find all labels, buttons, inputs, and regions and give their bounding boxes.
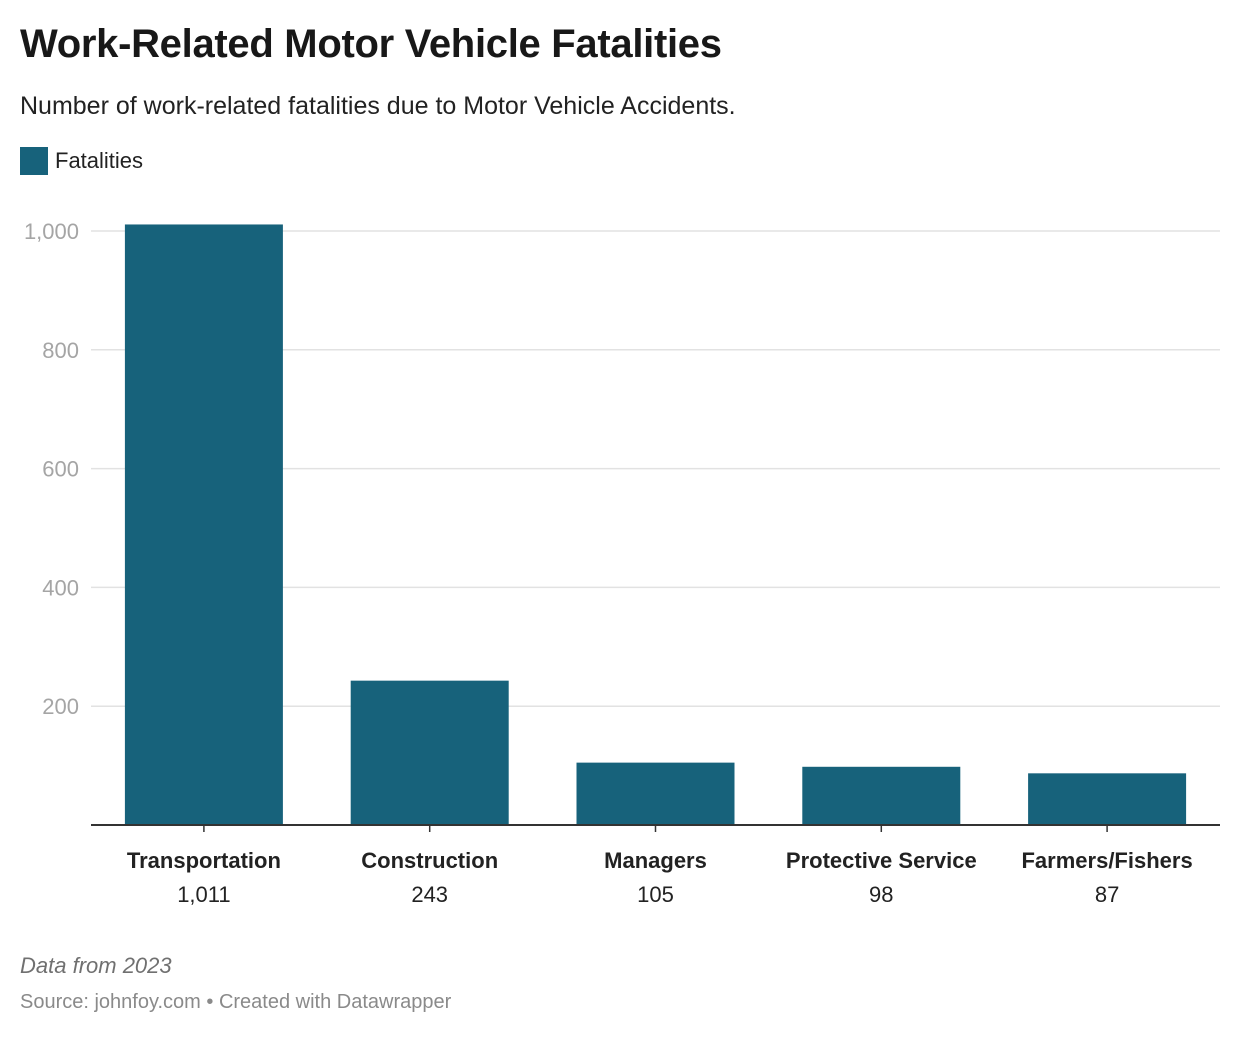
chart-subtitle: Number of work-related fatalities due to… [20, 92, 736, 120]
value-label: 1,011 [177, 882, 230, 907]
value-label: 87 [1095, 882, 1119, 907]
bar [1028, 773, 1187, 825]
value-label: 105 [637, 882, 674, 907]
bar [576, 762, 735, 825]
legend: Fatalities [20, 146, 143, 176]
bar [124, 224, 283, 825]
y-tick-label: 400 [42, 575, 79, 600]
legend-label: Fatalities [55, 148, 144, 173]
category-label: Transportation [127, 848, 281, 873]
category-label: Construction [361, 848, 498, 873]
legend-swatch [20, 147, 48, 175]
bar [802, 766, 961, 825]
footer-note: Data from 2023 [20, 953, 172, 978]
value-label: 243 [411, 882, 448, 907]
y-tick-label: 600 [42, 457, 79, 482]
y-tick-label: 200 [42, 694, 79, 719]
chart-title: Work-Related Motor Vehicle Fatalities [20, 22, 722, 66]
y-tick-label: 1,000 [24, 219, 79, 244]
footer-source: Source: johnfoy.com • Created with Dataw… [20, 991, 452, 1013]
category-label: Farmers/Fishers [1021, 848, 1192, 873]
value-label: 98 [869, 882, 893, 907]
category-label: Managers [604, 848, 707, 873]
category-label: Protective Service [786, 848, 977, 873]
bar [350, 680, 509, 825]
y-tick-label: 800 [42, 338, 79, 363]
